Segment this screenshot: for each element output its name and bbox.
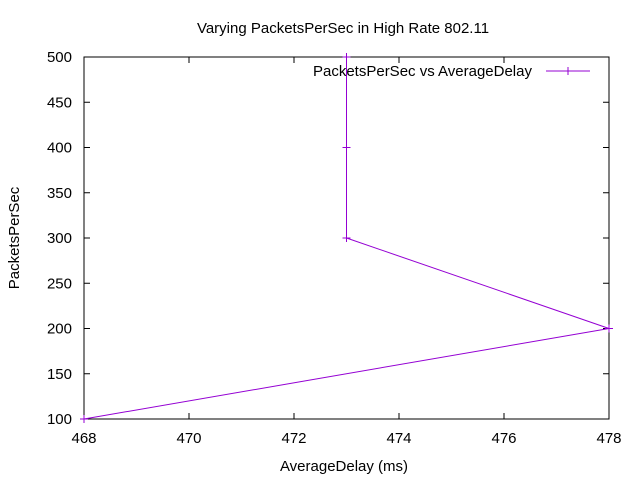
data-point [342,143,351,152]
y-tick-label: 250 [47,275,72,292]
legend-sample-0 [546,67,590,75]
data-point [342,234,351,242]
y-tick-label: 200 [47,321,72,338]
y-tick-label: 150 [47,366,72,383]
x-tick-label: 474 [386,430,411,447]
y-axis-ticks: 100 150 200 250 300 350 400 450 500 [47,49,609,428]
legend: PacketsPerSec vs AverageDelay [313,63,590,80]
x-tick-label: 470 [176,430,201,447]
y-tick-label: 400 [47,140,72,157]
y-tick-label: 100 [47,411,72,428]
y-tick-label: 450 [47,94,72,111]
y-axis-label: PacketsPerSec [6,186,23,289]
y-tick-label: 500 [47,49,72,66]
x-tick-label: 478 [596,430,621,447]
x-axis-label: AverageDelay (ms) [280,458,408,475]
data-point [342,53,351,61]
x-tick-label: 476 [491,430,516,447]
legend-label-0: PacketsPerSec vs AverageDelay [313,63,533,80]
x-tick-label: 468 [71,430,96,447]
x-axis-ticks: 468 470 472 474 476 478 [71,57,622,447]
y-tick-label: 300 [47,230,72,247]
chart-title: Varying PacketsPerSec in High Rate 802.1… [197,20,489,37]
y-tick-label: 350 [47,185,72,202]
data-point [80,415,88,423]
series-layer [80,53,613,423]
data-point [605,324,613,333]
x-tick-label: 472 [281,430,306,447]
